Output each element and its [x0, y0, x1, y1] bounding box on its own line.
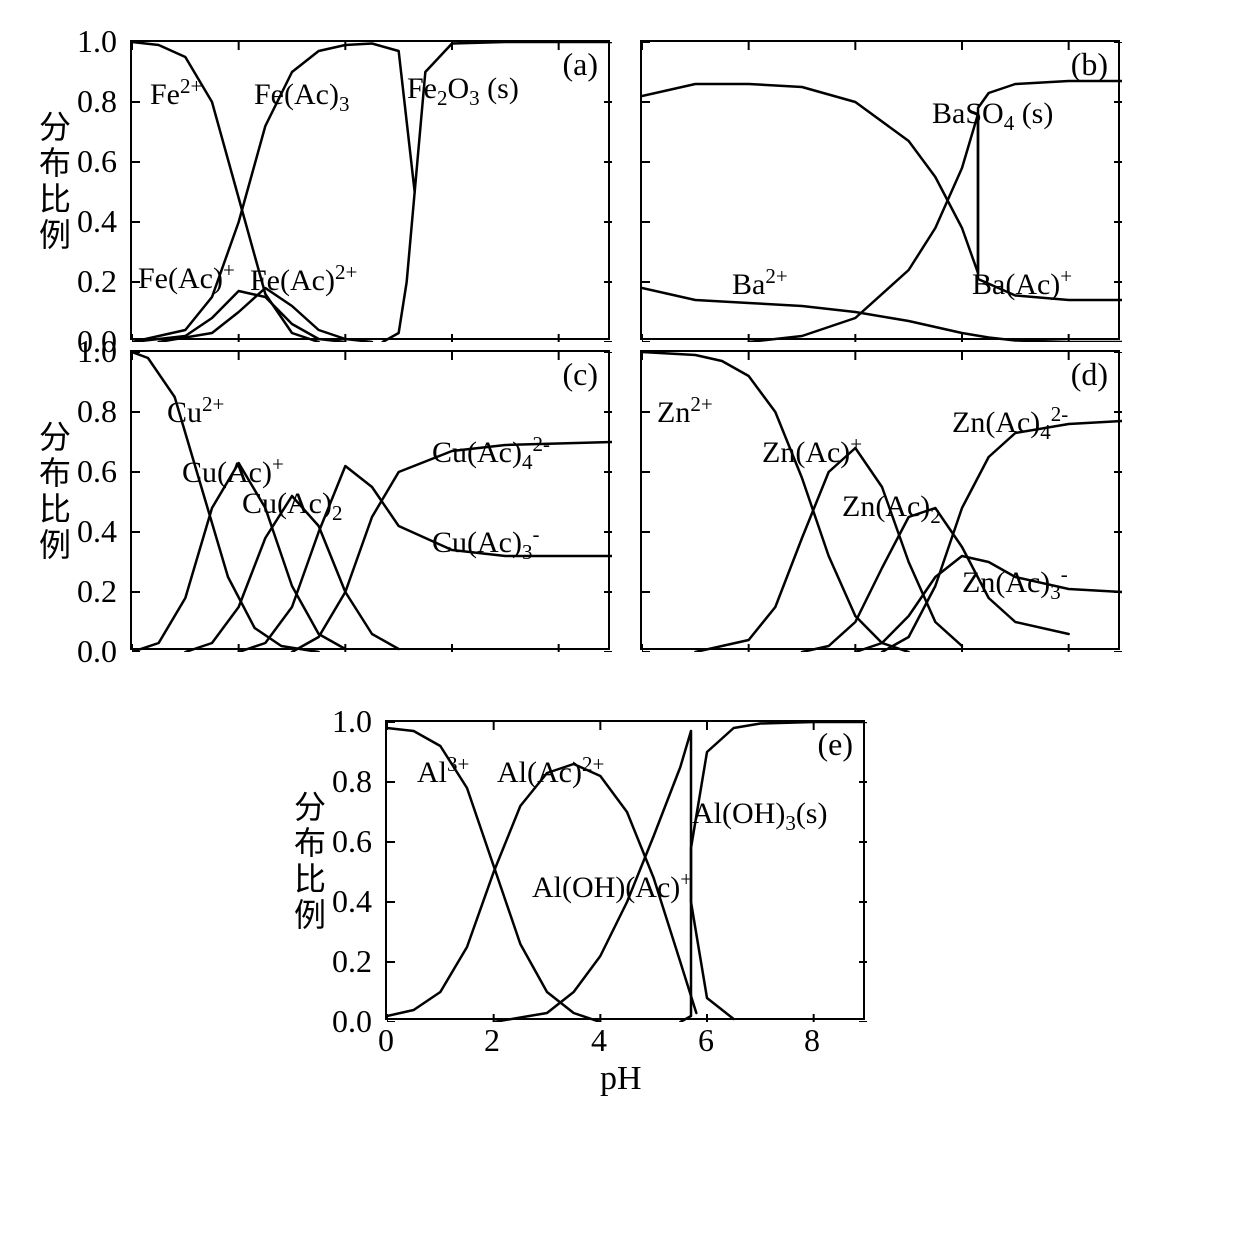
label-al3plus: Al3+	[417, 752, 469, 790]
label-alac2plus: Al(Ac)2+	[497, 752, 604, 790]
xtick: 4	[591, 1022, 607, 1059]
ytick: 0.2	[77, 573, 117, 610]
panel-d-letter: (d)	[1071, 356, 1108, 393]
panel-b-letter: (b)	[1071, 46, 1108, 83]
label-znac2: Zn(Ac)2	[842, 490, 941, 529]
ytick: 0.4	[332, 883, 372, 920]
label-aloh3: Al(OH)3(s)	[692, 797, 827, 836]
label-znac3: Zn(Ac)3-	[962, 562, 1068, 605]
xlabel-e: pH	[600, 1060, 642, 1098]
panel-c: (c) Cu2+ Cu(Ac)+ Cu(Ac)2 Cu(Ac)42- Cu(Ac…	[130, 350, 610, 650]
ytick: 0.4	[77, 203, 117, 240]
xtick: 6	[698, 1022, 714, 1059]
ytick: 0.6	[77, 453, 117, 490]
label-feac2plus: Fe(Ac)2+	[250, 260, 357, 298]
panel-a-letter: (a)	[562, 46, 598, 83]
ylabel-a: 分布比例	[30, 110, 76, 254]
ytick: 0.8	[77, 393, 117, 430]
ytick: 0.8	[332, 763, 372, 800]
label-feac3: Fe(Ac)3	[254, 78, 349, 117]
panel-e: (e) Al3+ Al(Ac)2+ Al(OH)3(s) Al(OH)(Ac)+	[385, 720, 865, 1020]
ylabel-c: 分布比例	[30, 420, 76, 564]
speciation-figure: 分布比例 (a) Fe2+ Fe(Ac)3 Fe2O3 (s) Fe(Ac)+ …	[20, 20, 1220, 1232]
panel-a-svg	[132, 42, 612, 342]
label-znacplus: Zn(Ac)+	[762, 432, 862, 470]
label-cuac42: Cu(Ac)42-	[432, 432, 550, 475]
label-cuac2: Cu(Ac)2	[242, 487, 342, 526]
ytick: 0.2	[77, 263, 117, 300]
label-fe2plus: Fe2+	[150, 74, 202, 112]
ytick: 0.0	[332, 1003, 372, 1040]
ytick: 1.0	[332, 703, 372, 740]
label-zn2plus: Zn2+	[657, 392, 713, 430]
label-alohac: Al(OH)(Ac)+	[532, 867, 692, 905]
ytick: 0.6	[77, 143, 117, 180]
ytick: 0.2	[332, 943, 372, 980]
ytick: 1.0	[77, 333, 117, 370]
label-baso4: BaSO4 (s)	[932, 97, 1053, 136]
xtick: 2	[484, 1022, 500, 1059]
ytick: 0.0	[77, 633, 117, 670]
label-feacplus: Fe(Ac)+	[138, 258, 235, 296]
label-fe2o3: Fe2O3 (s)	[407, 72, 519, 111]
xtick: 8	[804, 1022, 820, 1059]
ytick: 0.8	[77, 83, 117, 120]
panel-c-letter: (c)	[562, 356, 598, 393]
ytick: 1.0	[77, 23, 117, 60]
panel-b: (b) BaSO4 (s) Ba2+ Ba(Ac)+	[640, 40, 1120, 340]
label-cuac3: Cu(Ac)3-	[432, 522, 539, 565]
label-ba2plus: Ba2+	[732, 264, 788, 302]
label-znac42: Zn(Ac)42-	[952, 402, 1068, 445]
panel-e-letter: (e)	[817, 726, 853, 763]
ytick: 0.6	[332, 823, 372, 860]
xtick: 0	[378, 1022, 394, 1059]
ytick: 0.4	[77, 513, 117, 550]
label-cuacplus: Cu(Ac)+	[182, 452, 284, 490]
label-baacplus: Ba(Ac)+	[972, 264, 1072, 302]
label-cu2plus: Cu2+	[167, 392, 224, 430]
ylabel-e: 分布比例	[285, 790, 331, 934]
panel-d: (d) Zn2+ Zn(Ac)+ Zn(Ac)2 Zn(Ac)42- Zn(Ac…	[640, 350, 1120, 650]
panel-a: (a) Fe2+ Fe(Ac)3 Fe2O3 (s) Fe(Ac)+ Fe(Ac…	[130, 40, 610, 340]
